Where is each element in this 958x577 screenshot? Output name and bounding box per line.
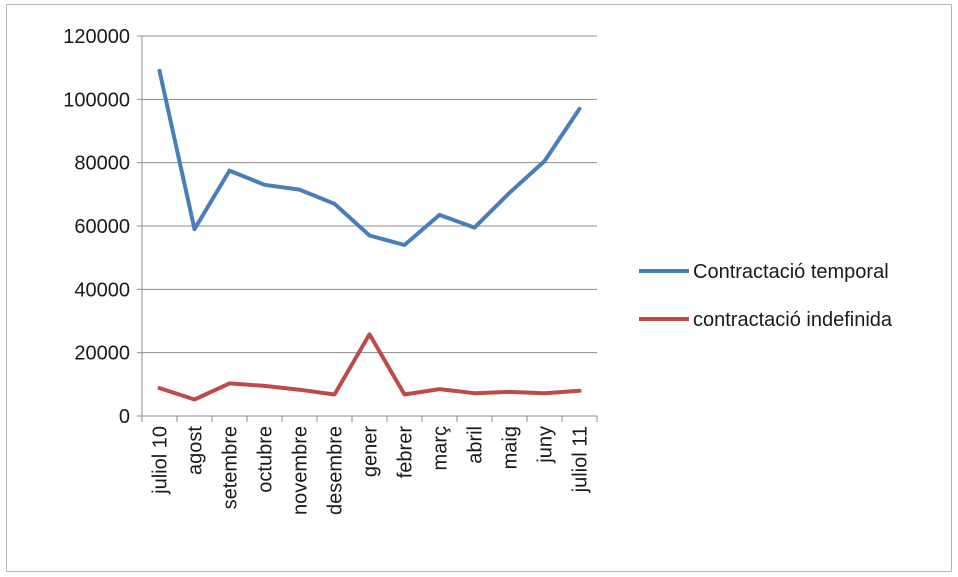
chart-frame: 0 20000 40000 60000 80000 100000 120000 juliol…: [6, 4, 952, 572]
x-tick-label: juliol 11: [570, 426, 592, 493]
x-tick-label: abril: [465, 426, 487, 464]
x-tick-label: novembre: [290, 426, 312, 515]
y-tick-label: 60000: [74, 216, 130, 238]
legend: Contractació temporal contractació indefi…: [639, 261, 893, 331]
x-tick-label: maig: [500, 426, 522, 469]
x-tick-label: gener: [360, 426, 382, 477]
axes: [137, 35, 598, 422]
series-line-1: [157, 68, 582, 247]
x-tick-label: desembre: [325, 426, 347, 515]
y-tick-label: 0: [119, 406, 130, 428]
x-tick-labels: juliol 10 agost setembre octubre novembre des…: [150, 426, 592, 515]
y-tick-labels: 0 20000 40000 60000 80000 100000 120000: [63, 26, 130, 428]
x-tick-label: febrer: [395, 426, 417, 479]
series-line-2: [157, 332, 582, 402]
x-tick-label: setembre: [220, 426, 242, 509]
x-tick-label: octubre: [255, 426, 277, 493]
y-tick-label: 20000: [74, 343, 130, 365]
y-tick-label: 120000: [63, 26, 130, 48]
legend-label: Contractació temporal: [693, 261, 889, 283]
legend-label: contractació indefinida: [693, 309, 893, 331]
x-tick-label: març: [430, 426, 452, 470]
x-tick-label: juny: [535, 426, 557, 464]
line-chart: 0 20000 40000 60000 80000 100000 120000 juliol…: [63, 26, 893, 515]
grid-lines: [142, 35, 597, 354]
y-tick-label: 80000: [74, 153, 130, 175]
x-tick-label: agost: [185, 426, 207, 475]
series-lines: [157, 68, 582, 402]
x-tick-label: juliol 10: [150, 426, 172, 495]
y-tick-label: 100000: [63, 89, 130, 111]
y-tick-label: 40000: [74, 279, 130, 301]
